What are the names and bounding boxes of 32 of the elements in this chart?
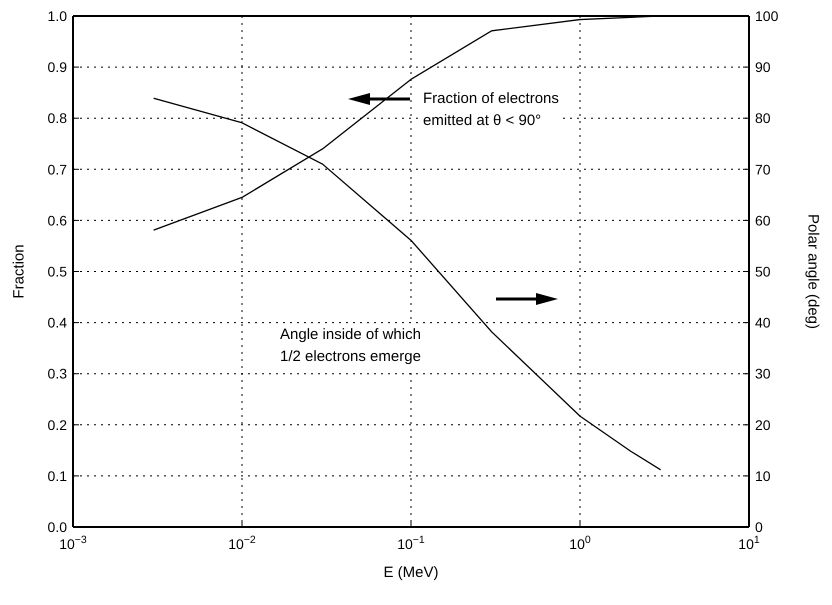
y-tick-label: 0.3: [48, 366, 68, 382]
y2-tick-label: 80: [755, 110, 771, 126]
annotation: Fraction of electrons emitted at θ < 90°: [423, 88, 559, 132]
y2-tick-label: 20: [755, 416, 771, 433]
y-tick-label: 0.8: [48, 110, 68, 126]
y2-tick-label: 0: [755, 519, 763, 535]
y-tick-label: 0.2: [48, 416, 68, 433]
y-tick-label: 1.0: [48, 8, 68, 24]
y2-tick-label: 50: [755, 264, 771, 280]
y-tick-label: 0.9: [48, 59, 68, 76]
x-axis-title: E (MeV): [383, 564, 439, 581]
y2-axis-title: Polar angle (deg): [804, 214, 822, 330]
y2-tick-label: 40: [755, 314, 771, 331]
x-tick-label: 10$^{−3}$: [59, 534, 87, 552]
y-tick-label: 0.6: [48, 212, 68, 228]
y-tick-label: 0.7: [48, 161, 68, 178]
x-tick-label: 10$^{1}$: [738, 534, 760, 552]
annotation: Angle inside of which 1/2 electrons emerge: [280, 324, 421, 368]
x-tick-label: 10$^{0}$: [569, 534, 591, 552]
y-tick-label: 0.4: [48, 314, 68, 331]
y2-tick-label: 30: [755, 366, 771, 382]
y2-tick-label: 90: [755, 59, 771, 76]
y2-tick-label: 60: [755, 212, 771, 228]
y2-tick-label: 10: [755, 468, 771, 484]
x-tick-label: 10$^{−2}$: [228, 534, 256, 552]
y-axis-title: Fraction: [10, 244, 28, 299]
y-tick-label: 0.5: [48, 264, 68, 280]
y2-tick-label: 100: [755, 8, 779, 24]
y-tick-label: 0.1: [48, 468, 68, 484]
y-tick-label: 0.0: [48, 519, 68, 535]
x-tick-label: 10$^{−1}$: [397, 534, 425, 552]
y2-tick-label: 70: [755, 161, 771, 178]
